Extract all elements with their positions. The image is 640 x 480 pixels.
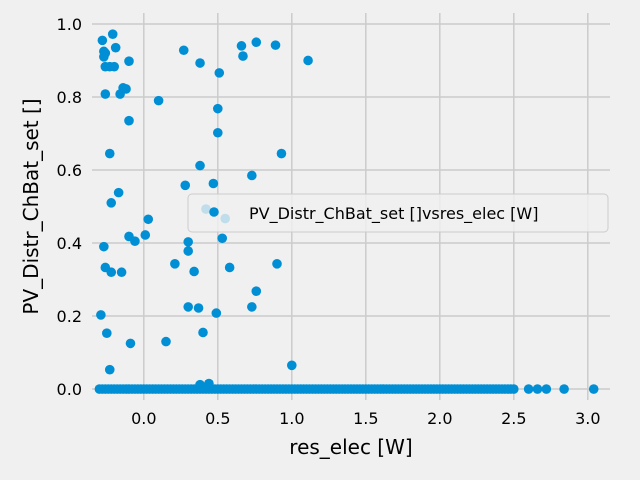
data-point [523,384,534,394]
x-axis-ticks: 0.0 0.5 1.0 1.5 2.0 2.5 3.0 [131,409,600,428]
legend-label: PV_Distr_ChBat_set []vsres_elec [W] [249,204,538,224]
y-axis-label: PV_Distr_ChBat_set [] [19,98,43,314]
data-point [270,40,281,50]
y-tick-label: 0.6 [57,161,82,180]
data-point [195,58,205,68]
data-point [236,41,247,51]
data-point [183,302,193,312]
data-point [287,360,297,371]
data-point [272,259,282,269]
data-point [100,48,111,58]
data-point [195,160,205,171]
data-point [104,148,115,159]
data-point [96,310,106,320]
data-point [104,364,115,375]
y-tick-label: 0.0 [57,380,82,399]
data-point [113,187,124,198]
data-point [588,384,599,394]
data-point [161,336,171,347]
y-tick-label: 1.0 [57,15,82,34]
data-point [125,338,136,349]
data-point [180,180,191,191]
data-point [116,267,127,278]
data-point [247,170,257,181]
data-point [195,379,205,390]
x-tick-label: 1.5 [353,409,378,428]
data-point [532,384,543,394]
data-point [208,178,219,189]
data-point [124,115,134,126]
data-point [238,51,248,61]
legend-box [187,193,609,233]
data-point [99,241,109,252]
data-point [276,148,287,159]
data-point [106,267,117,278]
data-point [97,35,108,46]
data-point [217,233,228,244]
data-point [251,286,262,297]
data-point [110,42,121,53]
data-point [178,45,189,56]
y-tick-label: 0.4 [57,234,82,253]
data-point [153,95,164,106]
data-point [559,384,569,394]
data-point [303,55,313,66]
data-point [541,384,552,394]
data-point [214,68,225,78]
data-point [251,37,262,48]
y-tick-label: 0.2 [57,307,82,326]
data-point [130,236,140,246]
data-point [107,29,118,39]
data-point [247,302,257,312]
data-point [211,308,222,318]
x-tick-label: 2.5 [501,409,526,428]
x-tick-label: 2.0 [427,409,452,428]
data-point [224,262,235,273]
data-point [183,246,193,256]
data-point [198,327,208,338]
x-tick-label: 0.5 [205,409,230,428]
data-point [106,198,117,208]
x-axis-label: res_elec [W] [289,435,412,459]
data-point [193,303,204,313]
legend-marker [209,207,219,217]
data-point [102,328,112,338]
data-point [189,266,199,277]
data-point [509,384,519,394]
data-point [213,103,223,114]
x-tick-label: 0.0 [131,409,156,428]
data-point [170,259,180,269]
data-point [204,378,214,389]
data-point [115,89,125,99]
x-tick-label: 3.0 [575,409,600,428]
data-point [213,127,223,138]
y-tick-label: 0.8 [57,88,82,107]
legend: PV_Distr_ChBat_set []vsres_elec [W] [187,193,609,233]
data-point [183,237,193,247]
data-points [94,29,599,394]
data-point [143,214,154,225]
data-point [109,61,119,72]
data-point [100,89,111,99]
x-tick-label: 1.0 [279,409,304,428]
data-point [124,56,134,66]
data-point [140,230,151,240]
y-axis-ticks: 0.0 0.2 0.4 0.6 0.8 1.0 [57,15,82,399]
